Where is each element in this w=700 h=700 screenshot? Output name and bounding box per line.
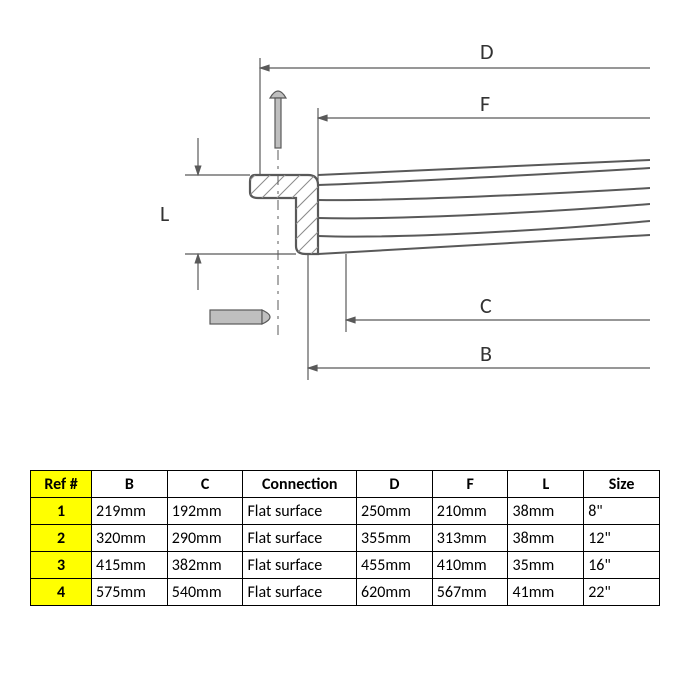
cell: 415mm (92, 552, 168, 579)
cell: Flat surface (243, 498, 357, 525)
table-header-row: Ref # B C Connection D F L Size (31, 471, 660, 498)
cell: 382mm (167, 552, 243, 579)
table-row: 4 575mm 540mm Flat surface 620mm 567mm 4… (31, 579, 660, 606)
col-l: L (508, 471, 584, 498)
cell-ref: 1 (31, 498, 92, 525)
cell: 8" (584, 498, 660, 525)
bottom-screw-icon (210, 310, 270, 324)
cell: 290mm (167, 525, 243, 552)
cell: Flat surface (243, 552, 357, 579)
profile-cross-section (240, 100, 330, 325)
cell: Flat surface (243, 525, 357, 552)
cell: 210mm (432, 498, 508, 525)
table-row: 1 219mm 192mm Flat surface 250mm 210mm 3… (31, 498, 660, 525)
spec-table: Ref # B C Connection D F L Size 1 219mm … (30, 470, 660, 606)
cell: 540mm (167, 579, 243, 606)
cell: 219mm (92, 498, 168, 525)
col-ref: Ref # (31, 471, 92, 498)
cell: 455mm (357, 552, 433, 579)
cell: 22" (584, 579, 660, 606)
table-row: 2 320mm 290mm Flat surface 355mm 313mm 3… (31, 525, 660, 552)
cell: 38mm (508, 525, 584, 552)
col-f: F (432, 471, 508, 498)
technical-diagram: D F L C B (50, 40, 650, 420)
col-conn: Connection (243, 471, 357, 498)
label-L: L (160, 200, 169, 227)
cell: Flat surface (243, 579, 357, 606)
col-c: C (167, 471, 243, 498)
cell: 575mm (92, 579, 168, 606)
cell: 12" (584, 525, 660, 552)
table-row: 3 415mm 382mm Flat surface 455mm 410mm 3… (31, 552, 660, 579)
cell: 313mm (432, 525, 508, 552)
label-D: D (480, 38, 494, 65)
profile-body (318, 160, 650, 254)
cell: 320mm (92, 525, 168, 552)
label-F: F (480, 90, 490, 117)
cell: 410mm (432, 552, 508, 579)
cell-ref: 3 (31, 552, 92, 579)
cell: 192mm (167, 498, 243, 525)
cell: 567mm (432, 579, 508, 606)
col-b: B (92, 471, 168, 498)
dim-B (308, 254, 650, 380)
cell: 355mm (357, 525, 433, 552)
cell: 16" (584, 552, 660, 579)
cell: 38mm (508, 498, 584, 525)
top-screw-icon (270, 91, 286, 148)
cell: 250mm (357, 498, 433, 525)
col-size: Size (584, 471, 660, 498)
cell-ref: 2 (31, 525, 92, 552)
label-B: B (480, 340, 492, 367)
spec-table-container: Ref # B C Connection D F L Size 1 219mm … (30, 470, 660, 606)
cell-ref: 4 (31, 579, 92, 606)
col-d: D (357, 471, 433, 498)
diagram-svg (50, 40, 650, 420)
dim-L (185, 138, 296, 290)
cell: 35mm (508, 552, 584, 579)
label-C: C (480, 292, 492, 319)
cell: 41mm (508, 579, 584, 606)
page-root: D F L C B Ref # B C Connection D F L Siz… (0, 0, 700, 700)
cell: 620mm (357, 579, 433, 606)
dim-C (346, 254, 650, 332)
